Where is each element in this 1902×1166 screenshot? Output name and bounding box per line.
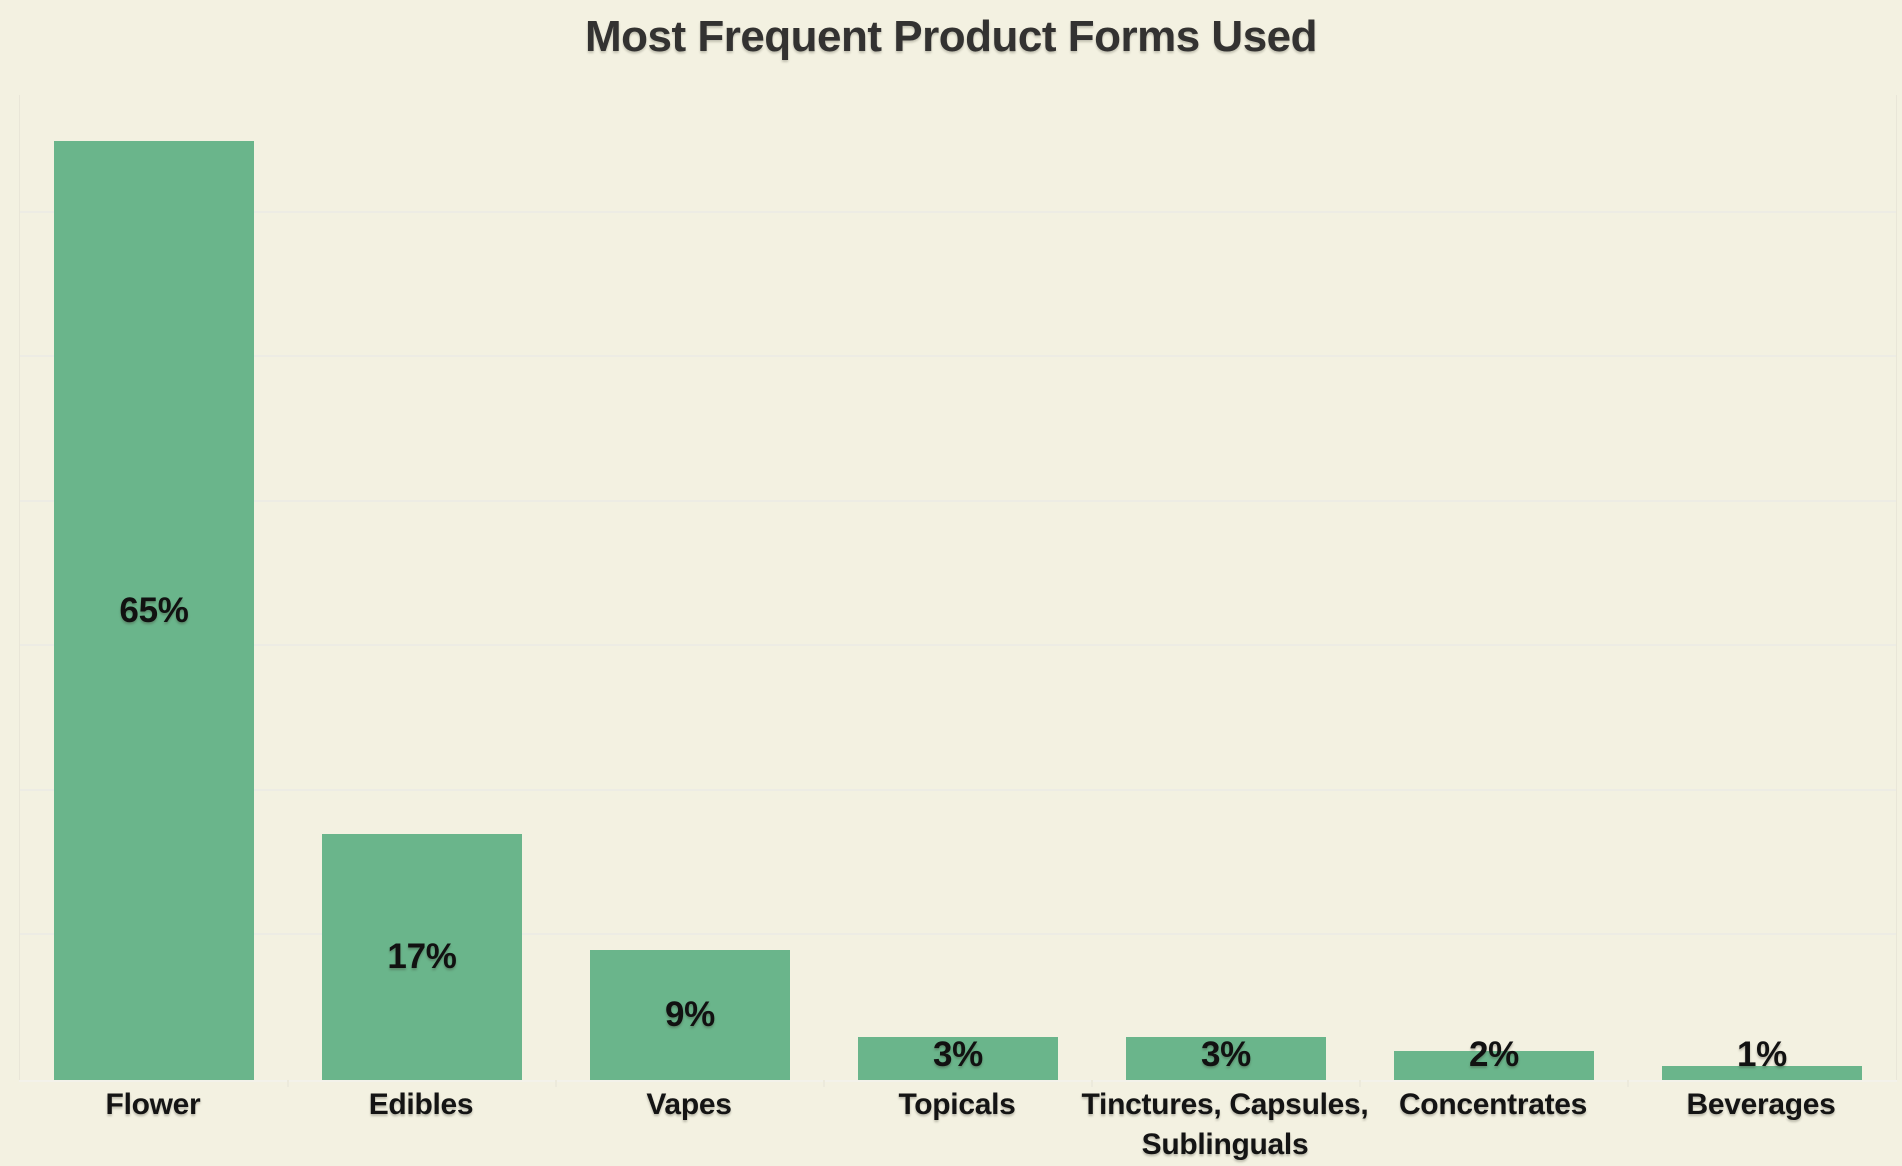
gridline-20pct	[20, 789, 1896, 791]
bar-concentrates[interactable]	[1394, 1051, 1594, 1080]
gridline-50pct	[20, 355, 1896, 357]
bar-value-label-concentrates: 2%	[1469, 1035, 1519, 1074]
bar-value-label-topicals: 3%	[933, 1035, 983, 1074]
chart-title: Most Frequent Product Forms Used	[584, 12, 1318, 61]
axis-tick	[555, 1080, 557, 1087]
bar-tinctures-capsules-sublinguals[interactable]	[1126, 1037, 1326, 1080]
gridline-40pct	[20, 500, 1896, 502]
bar-value-label-flower: 65%	[119, 590, 189, 630]
bar-flower[interactable]	[54, 141, 254, 1080]
x-axis-label-tinctures-capsules-sublinguals: Tinctures, Capsules, Sublinguals	[1081, 1088, 1369, 1161]
x-axis-label-vapes: Vapes	[646, 1088, 732, 1121]
gridline-60pct	[20, 211, 1896, 213]
axis-tick	[287, 1080, 289, 1087]
x-axis-label-flower: Flower	[105, 1088, 201, 1121]
bar-beverages[interactable]	[1662, 1066, 1862, 1080]
bar-value-label-beverages: 1%	[1737, 1035, 1787, 1074]
plot-area: 65% 17% 9% 3% 3% 2% 1%	[19, 95, 1897, 1087]
axis-tick	[1627, 1080, 1629, 1087]
bar-value-label-tinctures-capsules-sublinguals: 3%	[1201, 1035, 1251, 1074]
axis-tick	[1091, 1080, 1093, 1087]
x-axis-label-beverages: Beverages	[1686, 1088, 1836, 1121]
bar-topicals[interactable]	[858, 1037, 1058, 1080]
gridline-30pct	[20, 644, 1896, 646]
axis-tick	[823, 1080, 825, 1087]
x-axis-label-edibles: Edibles	[368, 1088, 474, 1121]
x-axis-label-concentrates: Concentrates	[1398, 1088, 1588, 1121]
gridline-10pct	[20, 933, 1896, 935]
x-axis-line	[19, 1080, 1897, 1082]
bar-value-label-edibles: 17%	[387, 937, 457, 976]
bar-edibles[interactable]	[322, 834, 522, 1080]
axis-tick	[1359, 1080, 1361, 1087]
bar-vapes[interactable]	[590, 950, 790, 1080]
x-axis-label-topicals: Topicals	[898, 1088, 1016, 1121]
bar-value-label-vapes: 9%	[665, 995, 715, 1034]
